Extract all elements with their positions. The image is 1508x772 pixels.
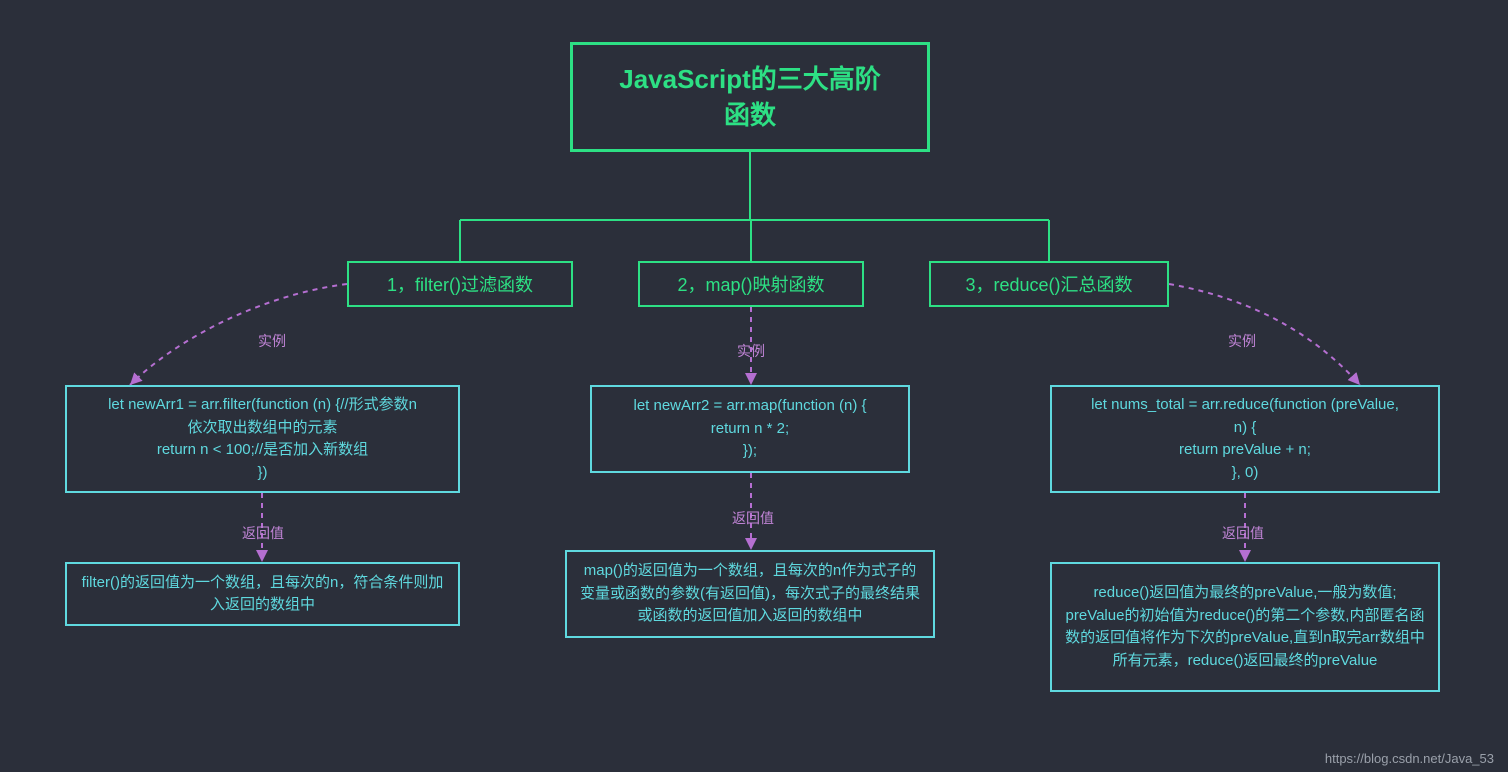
snippet-reduce-text: let nums_total = arr.reduce(function (pr… bbox=[1091, 394, 1399, 484]
level2-filter-label: 1，filter()过滤函数 bbox=[387, 271, 533, 297]
root-node: JavaScript的三大高阶 函数 bbox=[570, 42, 930, 152]
desc-reduce: reduce()返回值为最终的preValue,一般为数值; preValue的… bbox=[1050, 562, 1440, 692]
edge-label-return-0: 返回值 bbox=[242, 523, 284, 543]
snippet-filter-text: let newArr1 = arr.filter(function (n) {/… bbox=[108, 394, 417, 484]
root-line1: JavaScript的三大高阶 bbox=[619, 61, 881, 97]
edge-label-return-1: 返回值 bbox=[732, 508, 774, 528]
desc-filter-text: filter()的返回值为一个数组，且每次的n，符合条件则加入返回的数组中 bbox=[79, 572, 446, 617]
snippet-map: let newArr2 = arr.map(function (n) { ret… bbox=[590, 385, 910, 473]
desc-filter: filter()的返回值为一个数组，且每次的n，符合条件则加入返回的数组中 bbox=[65, 562, 460, 626]
watermark: https://blog.csdn.net/Java_53 bbox=[1325, 751, 1494, 766]
desc-map-text: map()的返回值为一个数组，且每次的n作为式子的变量或函数的参数(有返回值)，… bbox=[579, 560, 921, 628]
level2-filter: 1，filter()过滤函数 bbox=[347, 261, 573, 307]
snippet-map-text: let newArr2 = arr.map(function (n) { ret… bbox=[633, 395, 866, 463]
level2-reduce-label: 3，reduce()汇总函数 bbox=[965, 271, 1132, 297]
edge-label-example-1: 实例 bbox=[737, 341, 765, 361]
snippet-filter: let newArr1 = arr.filter(function (n) {/… bbox=[65, 385, 460, 493]
root-line2: 函数 bbox=[724, 97, 776, 133]
edge-label-example-0: 实例 bbox=[258, 331, 286, 351]
desc-map: map()的返回值为一个数组，且每次的n作为式子的变量或函数的参数(有返回值)，… bbox=[565, 550, 935, 638]
edge-label-return-2: 返回值 bbox=[1222, 523, 1264, 543]
level2-map: 2，map()映射函数 bbox=[638, 261, 864, 307]
level2-map-label: 2，map()映射函数 bbox=[677, 271, 824, 297]
level2-reduce: 3，reduce()汇总函数 bbox=[929, 261, 1169, 307]
desc-reduce-text: reduce()返回值为最终的preValue,一般为数值; preValue的… bbox=[1064, 582, 1426, 672]
edge-label-example-2: 实例 bbox=[1228, 331, 1256, 351]
snippet-reduce: let nums_total = arr.reduce(function (pr… bbox=[1050, 385, 1440, 493]
